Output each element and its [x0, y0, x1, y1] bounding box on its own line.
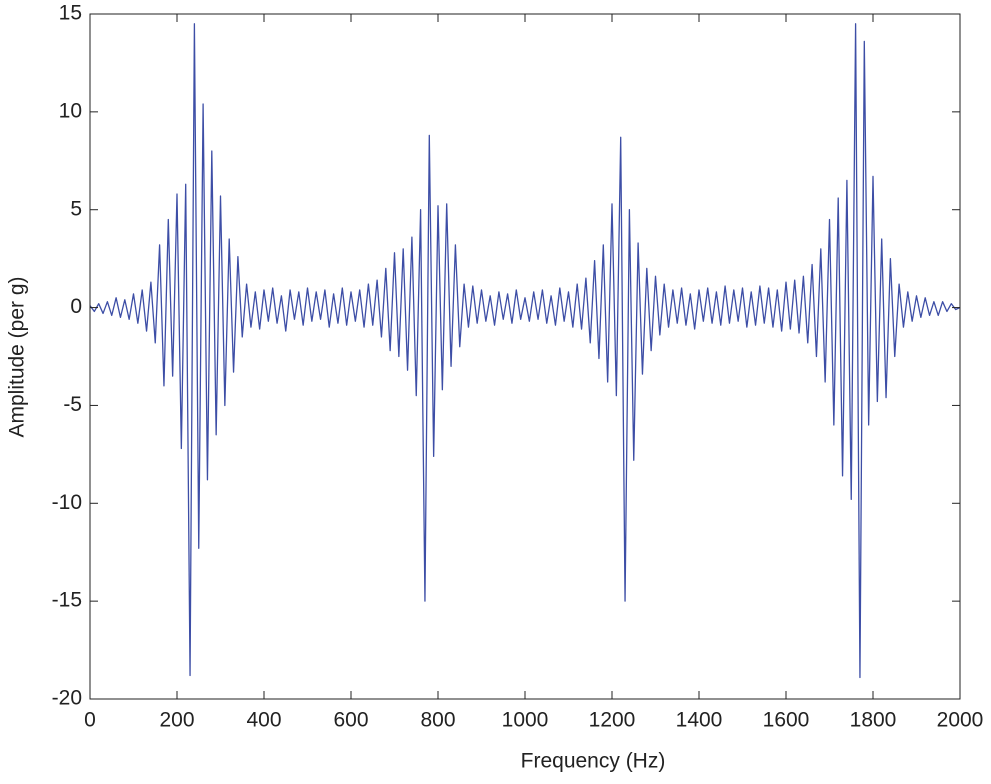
y-tick-label: -20 — [52, 687, 82, 710]
signal-line — [89, 23, 961, 679]
x-tick-label: 0 — [84, 709, 96, 732]
x-axis-label: Frequency (Hz) — [521, 750, 666, 773]
x-tick-label: 1800 — [850, 709, 897, 732]
y-tick-label: 0 — [70, 295, 82, 318]
y-tick-label: -15 — [52, 589, 82, 612]
y-axis-label: Amplitude (per g) — [6, 276, 29, 437]
x-tick-label: 1400 — [676, 709, 723, 732]
x-tick-label: 800 — [420, 709, 455, 732]
y-tick-label: 10 — [59, 99, 82, 122]
x-tick-label: 200 — [159, 709, 194, 732]
y-tick-label: -10 — [52, 491, 82, 514]
x-tick-label: 1600 — [763, 709, 810, 732]
x-tick-label: 2000 — [937, 709, 984, 732]
x-tick-label: 600 — [333, 709, 368, 732]
y-tick-label: 5 — [70, 197, 82, 220]
y-tick-label: -5 — [63, 393, 82, 416]
x-tick-label: 1000 — [502, 709, 549, 732]
x-tick-label: 400 — [246, 709, 281, 732]
y-tick-label: 15 — [59, 2, 82, 25]
x-tick-label: 1200 — [589, 709, 636, 732]
